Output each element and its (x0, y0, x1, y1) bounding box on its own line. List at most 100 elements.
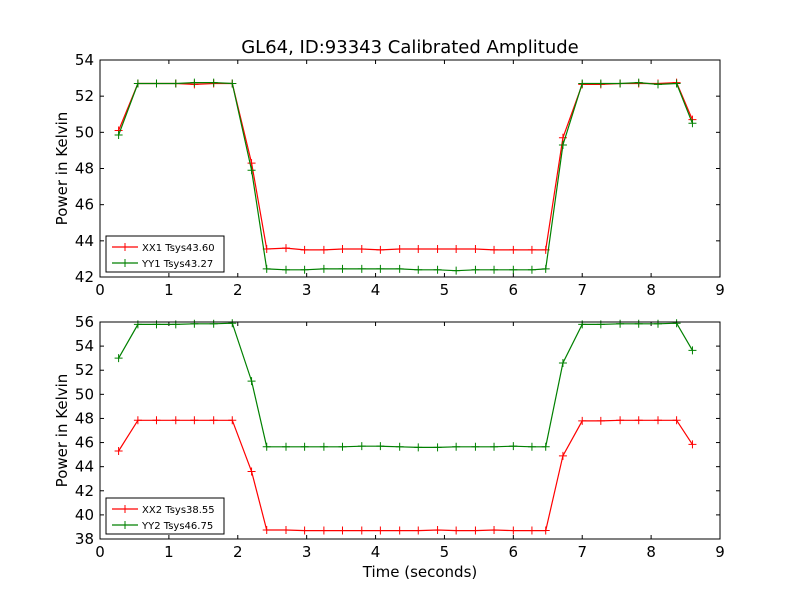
legend-marker (121, 521, 129, 529)
y-tick-label: 46 (75, 196, 94, 214)
data-point (490, 525, 499, 534)
x-tick-label: 5 (440, 281, 450, 299)
data-point (414, 265, 423, 274)
y-tick-label: 48 (75, 160, 94, 178)
x-tick-label: 6 (509, 543, 519, 561)
data-point (616, 416, 625, 425)
y-tick-label: 50 (75, 385, 94, 403)
data-point (414, 244, 423, 253)
data-point (509, 526, 518, 535)
data-point (357, 442, 366, 451)
x-tick-label: 7 (577, 281, 587, 299)
data-point (395, 526, 404, 535)
data-point (133, 416, 142, 425)
data-point (171, 79, 180, 88)
top-panel: 0 1 2 3 4 5 6 7 8 9 42 44 46 48 50 52 54 Power in Kelvin X… (53, 51, 725, 299)
data-point (634, 416, 643, 425)
data-point (433, 525, 442, 534)
data-point (616, 319, 625, 328)
x-tick-label: 9 (715, 543, 725, 561)
x-tick-label: 4 (371, 543, 381, 561)
x-tick-label: 2 (233, 281, 243, 299)
data-point (190, 319, 199, 328)
y-tick-label: 52 (75, 361, 94, 379)
plot-frame (99, 321, 721, 540)
data-point (558, 358, 567, 367)
data-point (357, 264, 366, 273)
x-tick-label: 8 (646, 281, 656, 299)
x-tick-label: 2 (233, 543, 243, 561)
data-point (262, 442, 271, 451)
x-tick-label: 4 (371, 281, 381, 299)
x-tick-label: 1 (164, 281, 174, 299)
x-tick-label: 7 (577, 543, 587, 561)
y-tick-label: 40 (75, 506, 94, 524)
data-point (578, 416, 587, 425)
y-axis-label: Power in Kelvin (53, 374, 71, 488)
data-point (509, 245, 518, 254)
x-tick-label: 3 (302, 281, 312, 299)
data-point (596, 416, 605, 425)
figure-title: GL64, ID:93343 Calibrated Amplitude (241, 37, 579, 58)
legend-marker (121, 259, 129, 267)
data-point (152, 79, 161, 88)
data-point (688, 119, 697, 128)
data-point (634, 78, 643, 87)
data-point (490, 245, 499, 254)
data-point (114, 131, 123, 140)
data-point (376, 442, 385, 451)
data-point (452, 526, 461, 535)
data-point (414, 443, 423, 452)
data-point (357, 244, 366, 253)
data-point (209, 78, 218, 87)
data-point (282, 525, 290, 534)
data-point (376, 245, 385, 254)
plot-frame (99, 59, 721, 278)
data-point (688, 440, 697, 449)
x-axis-label: Time (seconds) (362, 563, 478, 581)
data-point (471, 442, 480, 451)
y-tick-label: 46 (75, 434, 94, 452)
data-point (452, 266, 461, 275)
data-point (376, 264, 385, 273)
data-point (414, 526, 423, 535)
data-point (672, 79, 681, 88)
data-point (338, 526, 347, 535)
data-point (541, 264, 550, 273)
data-point (338, 244, 347, 253)
legend-entry: XX2 Tsys38.55 (142, 505, 215, 516)
data-point (300, 265, 309, 274)
data-point (527, 265, 536, 274)
legend-box (105, 235, 225, 273)
data-point (247, 159, 256, 168)
data-point (654, 319, 662, 328)
x-tick-label: 8 (646, 543, 656, 561)
data-point (596, 79, 605, 88)
data-point (490, 265, 499, 274)
y-tick-label: 52 (75, 87, 94, 105)
data-point (471, 526, 480, 535)
data-point (247, 377, 256, 386)
data-point (688, 346, 697, 355)
data-point (395, 442, 404, 451)
data-point (114, 354, 123, 363)
data-point (471, 265, 480, 274)
data-point (357, 526, 366, 535)
data-point (654, 416, 662, 425)
y-tick-label: 56 (75, 313, 94, 331)
data-point (616, 79, 625, 88)
data-point (152, 416, 161, 425)
y-tick-label: 54 (75, 51, 94, 69)
data-point (578, 79, 587, 88)
legend-entry: XX1 Tsys43.60 (142, 243, 215, 254)
data-point (452, 244, 461, 253)
y-tick-label: 42 (75, 482, 94, 500)
data-point (672, 416, 681, 425)
data-point (433, 265, 442, 274)
x-tick-label: 1 (164, 543, 174, 561)
data-point (509, 265, 518, 274)
legend-box (105, 497, 225, 535)
data-point (171, 416, 180, 425)
